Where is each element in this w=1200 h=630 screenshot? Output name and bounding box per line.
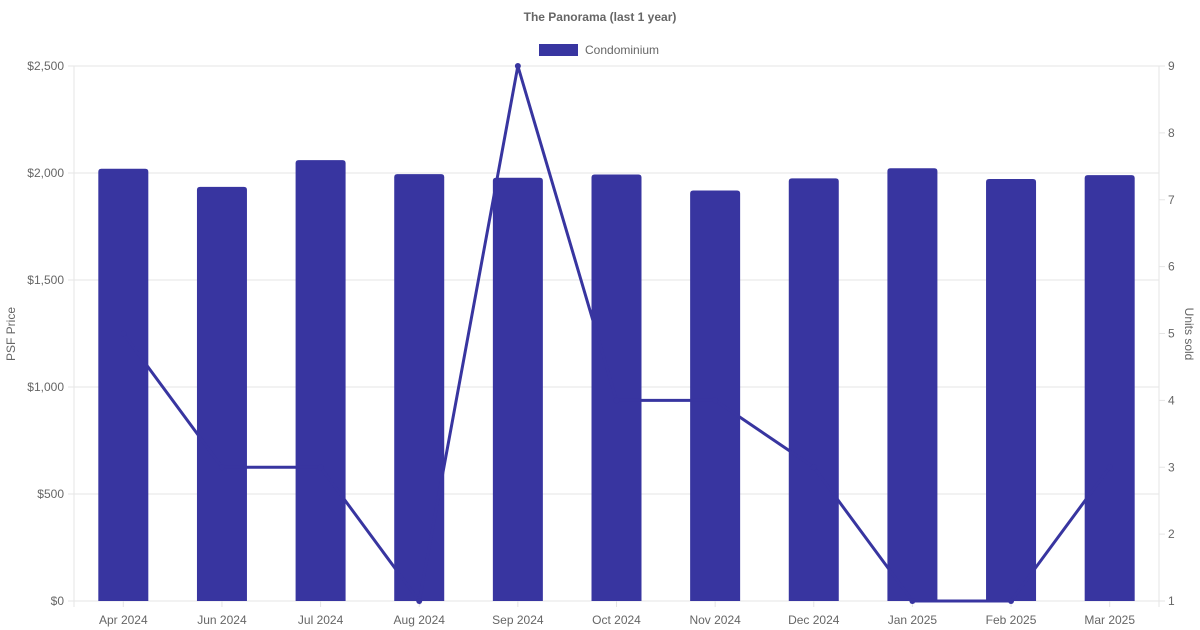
x-tick-label: Jan 2025	[888, 613, 938, 627]
y-tick-label: $2,500	[27, 59, 64, 73]
y2-tick-label: 8	[1168, 126, 1175, 140]
units-sold-point[interactable]	[613, 397, 620, 404]
units-sold-point[interactable]	[416, 598, 423, 604]
bar-condominium[interactable]	[196, 186, 247, 601]
axes-layer: $0 $500 $1,000 $1,500 $2,000 $2,500 1 2 3 4 5 6 7 8 9 A…	[27, 59, 1175, 627]
x-tick-label: Mar 2025	[1084, 613, 1135, 627]
units-sold-point[interactable]	[120, 330, 127, 337]
units-sold-point[interactable]	[810, 464, 817, 471]
bar-condominium[interactable]	[295, 160, 346, 601]
bar-condominium[interactable]	[986, 178, 1037, 601]
units-sold-point[interactable]	[712, 397, 719, 404]
bar-condominium[interactable]	[98, 168, 149, 601]
y2-tick-label: 3	[1168, 460, 1175, 474]
units-sold-point[interactable]	[1008, 598, 1015, 604]
y2-tick-label: 2	[1168, 527, 1175, 541]
x-tick-label: Jun 2024	[197, 613, 247, 627]
legend-swatch-condominium	[539, 44, 578, 56]
bar-condominium[interactable]	[788, 178, 839, 601]
legend-label-condominium: Condominium	[585, 43, 659, 57]
chart-title: The Panorama (last 1 year)	[524, 10, 677, 24]
x-tick-label: Sep 2024	[492, 613, 544, 627]
y2-tick-label: 6	[1168, 260, 1175, 274]
bar-condominium[interactable]	[394, 174, 445, 601]
units-sold-point[interactable]	[909, 598, 916, 604]
bar-condominium[interactable]	[690, 190, 741, 601]
x-tick-label: Dec 2024	[788, 613, 840, 627]
grid-layer	[68, 65, 1165, 607]
legend[interactable]: Condominium	[539, 43, 659, 57]
x-tick-label: Feb 2025	[986, 613, 1037, 627]
y-axis-title: PSF Price	[4, 307, 18, 361]
y2-tick-label: 4	[1168, 393, 1175, 407]
units-sold-point[interactable]	[1106, 464, 1113, 471]
y2-tick-label: 7	[1168, 193, 1175, 207]
bar-condominium[interactable]	[1084, 175, 1135, 601]
y2-tick-label: 9	[1168, 59, 1175, 73]
units-sold-point[interactable]	[317, 464, 324, 471]
line-layer	[120, 63, 1113, 605]
y-tick-label: $0	[51, 594, 65, 608]
y2-tick-label: 1	[1168, 594, 1175, 608]
x-tick-label: Jul 2024	[298, 613, 344, 627]
y-tick-label: $1,000	[27, 380, 64, 394]
bar-condominium[interactable]	[887, 168, 938, 602]
y-tick-label: $2,000	[27, 166, 64, 180]
units-sold-point[interactable]	[218, 464, 225, 471]
x-tick-label: Aug 2024	[394, 613, 446, 627]
bar-condominium[interactable]	[492, 177, 543, 601]
x-tick-label: Oct 2024	[592, 613, 641, 627]
bars-layer	[98, 160, 1135, 602]
units-sold-point[interactable]	[514, 63, 521, 69]
y2-tick-label: 5	[1168, 327, 1175, 341]
y-tick-label: $500	[37, 487, 64, 501]
y2-axis-title: Units sold	[1182, 308, 1196, 361]
x-tick-label: Apr 2024	[99, 613, 148, 627]
y-tick-label: $1,500	[27, 273, 64, 287]
bar-condominium[interactable]	[591, 174, 642, 602]
x-tick-label: Nov 2024	[689, 613, 741, 627]
